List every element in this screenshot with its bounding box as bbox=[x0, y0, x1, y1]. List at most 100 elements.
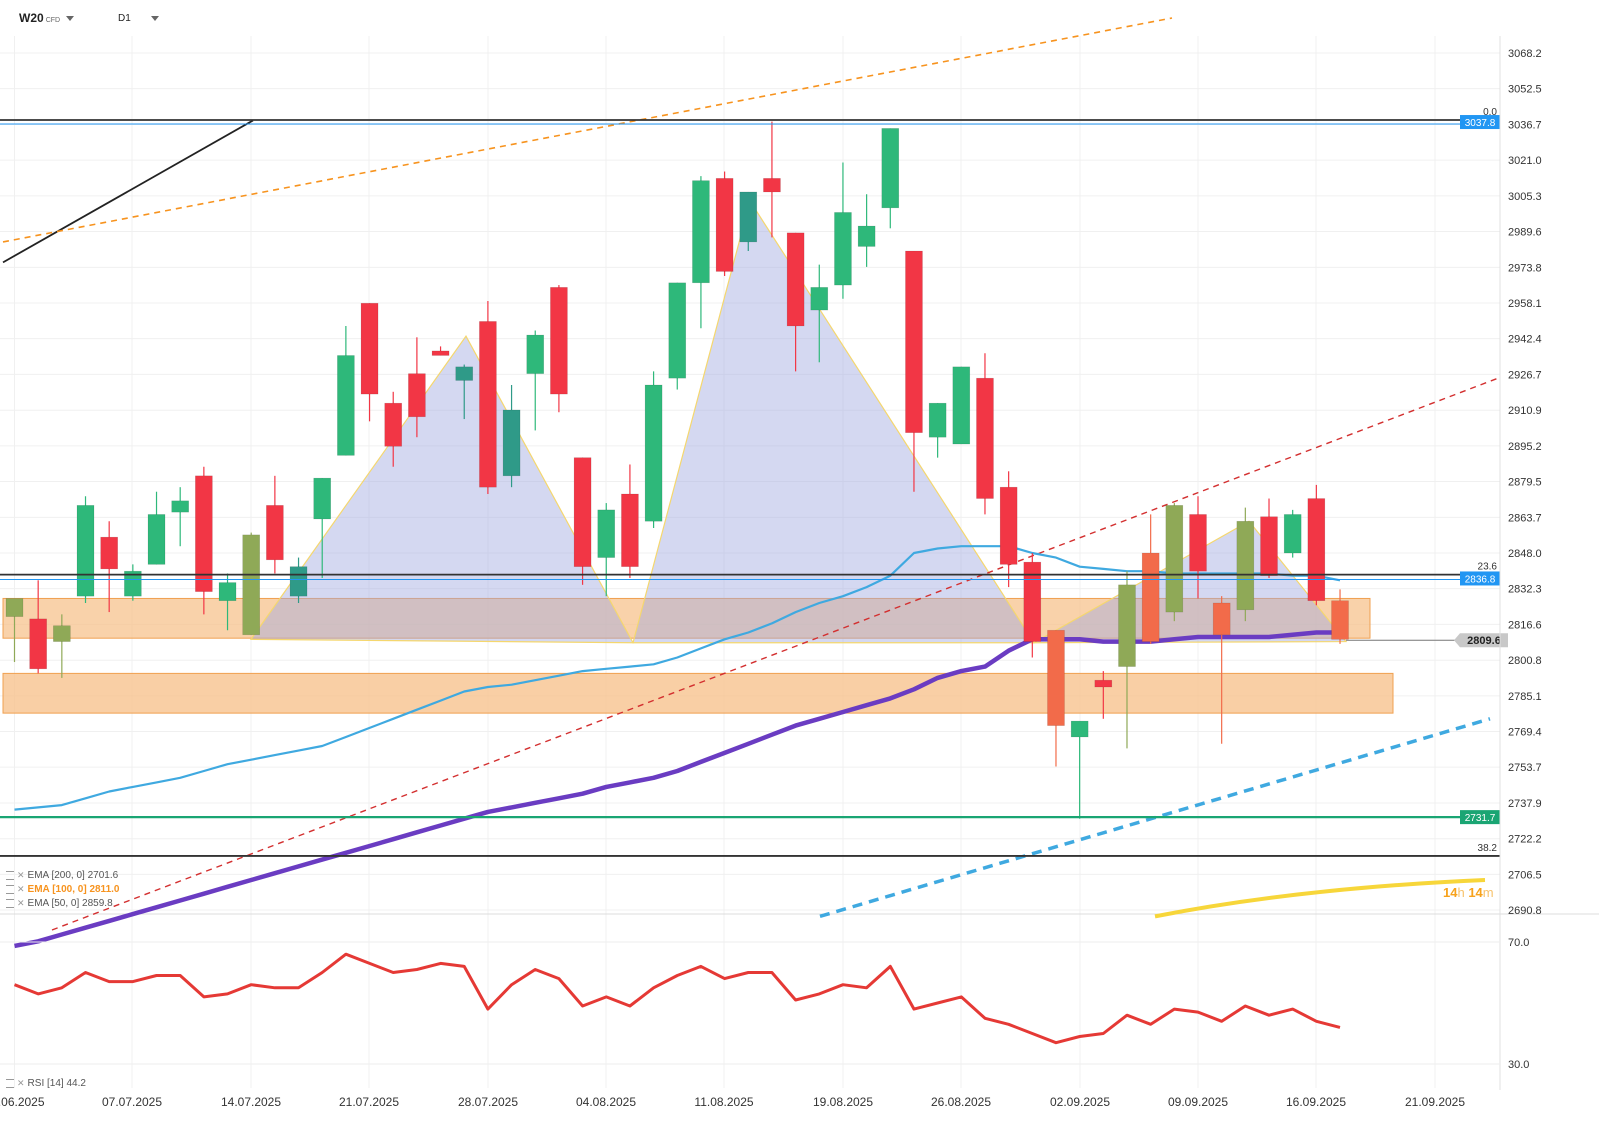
date-tick-label: 21.09.2025 bbox=[1405, 1095, 1465, 1109]
legend-params: [14] bbox=[47, 1078, 64, 1089]
instrument-type-label: CFD bbox=[45, 17, 61, 24]
price-tick-label: 2910.9 bbox=[1508, 405, 1542, 417]
head bbox=[632, 199, 1036, 644]
candle-body bbox=[786, 232, 805, 327]
candle-body bbox=[147, 514, 166, 565]
price-tick-label: 2958.1 bbox=[1508, 298, 1542, 310]
price-tick-label: 2895.2 bbox=[1508, 441, 1542, 453]
price-tick-label: 2942.4 bbox=[1508, 334, 1542, 346]
date-tick-label: 09.09.2025 bbox=[1168, 1095, 1228, 1109]
candle-body bbox=[337, 355, 355, 456]
date-tick-label: 11.08.2025 bbox=[694, 1095, 753, 1109]
timer-minutes: 14 bbox=[1468, 885, 1483, 900]
candle-countdown: 14h 14m bbox=[1443, 885, 1494, 900]
candle-body bbox=[502, 409, 521, 477]
legend-rsi[interactable]: ✕ RSI [14] 44.2 bbox=[6, 1078, 86, 1089]
candle-body bbox=[5, 598, 24, 617]
indicator-settings-icon[interactable] bbox=[6, 1078, 14, 1088]
legend-ema200[interactable]: ✕ EMA [200, 0] 2701.6 bbox=[6, 870, 118, 881]
price-tag-text: 2809.6 bbox=[1467, 635, 1501, 647]
candle-body bbox=[455, 366, 474, 381]
trendline-orange-dashed bbox=[2, 17, 1173, 243]
candle-body bbox=[739, 191, 758, 243]
candle-body bbox=[1094, 679, 1113, 688]
trendline-black bbox=[2, 119, 254, 264]
price-tick-label: 2816.6 bbox=[1508, 619, 1542, 631]
candle-body bbox=[976, 377, 994, 499]
candle-body bbox=[1236, 520, 1255, 611]
candle-body bbox=[881, 128, 900, 209]
candle-body bbox=[1331, 600, 1349, 640]
date-tick-label: 07.07.2025 bbox=[102, 1095, 162, 1109]
rsi-tick-label: 70.0 bbox=[1508, 937, 1529, 949]
candle-body bbox=[1260, 516, 1278, 577]
support-zone-lower bbox=[2, 672, 1394, 714]
candle-body bbox=[218, 582, 237, 602]
price-tag-bg bbox=[1460, 810, 1500, 825]
candle-body bbox=[1165, 505, 1184, 613]
candle-body bbox=[242, 534, 260, 636]
candle-body bbox=[952, 366, 971, 445]
date-tick-label: 30.06.2025 bbox=[0, 1095, 45, 1109]
candle-body bbox=[597, 509, 616, 558]
price-tick-label: 2722.2 bbox=[1508, 834, 1542, 846]
trendline-red-dashed bbox=[51, 377, 1499, 931]
price-tick-label: 3005.3 bbox=[1508, 191, 1542, 203]
rsi-line bbox=[13, 952, 1341, 1045]
legend-ema100[interactable]: ✕ EMA [100, 0] 2811.0 bbox=[6, 884, 119, 895]
candle-body bbox=[644, 384, 663, 522]
candle-body bbox=[100, 536, 118, 570]
price-tick-label: 3052.5 bbox=[1508, 84, 1542, 96]
close-icon[interactable]: ✕ bbox=[17, 884, 25, 894]
left-shoulder bbox=[249, 335, 635, 644]
price-tick-label: 2973.8 bbox=[1508, 262, 1542, 274]
close-icon[interactable]: ✕ bbox=[17, 898, 25, 908]
symbol-selector[interactable]: W20 CFD bbox=[19, 11, 75, 25]
ema200-line bbox=[1154, 878, 1486, 919]
horizontal-levels: 0.0 23.6 38.2 3037.8 2836.8 2809.6 2731.7 bbox=[0, 107, 1508, 857]
legend-params: [200, 0] bbox=[51, 870, 85, 881]
price-tag-bg bbox=[1460, 115, 1500, 130]
candle-body bbox=[1189, 514, 1207, 572]
fib-label: 23.6 bbox=[1478, 562, 1498, 573]
candle-body bbox=[431, 350, 450, 356]
price-tick-label: 2690.8 bbox=[1508, 905, 1542, 917]
close-icon[interactable]: ✕ bbox=[17, 870, 25, 880]
price-tag-bg bbox=[1460, 571, 1500, 586]
price-tick-label: 2848.0 bbox=[1508, 548, 1542, 560]
candle-body bbox=[857, 225, 876, 247]
price-tag-bg bbox=[1454, 633, 1508, 648]
candle-body bbox=[53, 625, 71, 642]
price-tick-label: 2863.7 bbox=[1508, 512, 1542, 524]
candle-body bbox=[1070, 720, 1089, 738]
candle-body bbox=[171, 500, 189, 513]
axes: 3068.2 3052.5 3036.7 3021.0 3005.3 2989.6 2973… bbox=[0, 36, 1542, 1109]
legend-value: 2701.6 bbox=[87, 870, 119, 881]
fib-label: 0.0 bbox=[1483, 107, 1497, 118]
date-tick-label: 21.07.2025 bbox=[339, 1095, 399, 1109]
timeframe-selector[interactable]: D1 bbox=[118, 13, 159, 24]
price-tick-label: 2706.5 bbox=[1508, 869, 1542, 881]
indicator-settings-icon[interactable] bbox=[6, 870, 14, 880]
candle-body bbox=[360, 302, 379, 395]
indicator-settings-icon[interactable] bbox=[6, 898, 14, 908]
timer-hours-unit: h bbox=[1457, 885, 1465, 900]
candle-body bbox=[668, 282, 687, 379]
price-tick-label: 2800.8 bbox=[1508, 655, 1542, 667]
candle-body bbox=[526, 334, 545, 374]
price-tick-label: 2753.7 bbox=[1508, 762, 1542, 774]
price-tick-label: 2926.7 bbox=[1508, 369, 1542, 381]
price-tick-label: 2989.6 bbox=[1508, 226, 1542, 238]
candle-body bbox=[692, 180, 710, 284]
price-tick-label: 3068.2 bbox=[1508, 48, 1542, 60]
indicator-settings-icon[interactable] bbox=[6, 884, 14, 894]
candle-body bbox=[408, 373, 426, 418]
symbol-label: W20 bbox=[19, 11, 44, 25]
legend-ema50[interactable]: ✕ EMA [50, 0] 2859.8 bbox=[6, 898, 113, 909]
price-tick-label: 2769.4 bbox=[1508, 727, 1542, 739]
price-tick-label: 3036.7 bbox=[1508, 120, 1542, 132]
close-icon[interactable]: ✕ bbox=[17, 1078, 25, 1088]
candle-body bbox=[479, 321, 497, 488]
